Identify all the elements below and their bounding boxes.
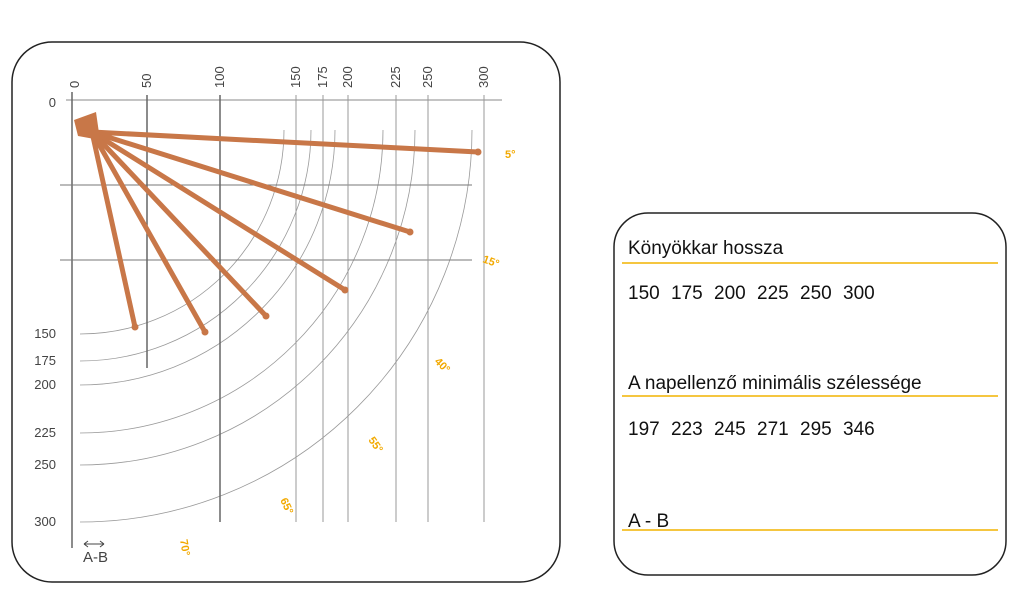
top-label: 50 <box>139 74 154 88</box>
left-label: 300 <box>34 514 56 529</box>
panel-heading: Könyökkar hossza <box>628 238 784 259</box>
left-label: 0 <box>49 95 56 110</box>
panel-value: 295 <box>800 419 832 440</box>
panel-frame <box>613 212 1007 576</box>
left-label: 200 <box>34 377 56 392</box>
panel-value: 223 <box>671 419 703 440</box>
panel-value: 300 <box>843 283 875 304</box>
panel-value: 197 <box>628 419 660 440</box>
top-label: 0 <box>67 81 82 88</box>
pivot <box>74 112 100 140</box>
arm <box>89 129 269 319</box>
angle-label: 70° <box>177 538 192 556</box>
panel-value: 225 <box>757 283 789 304</box>
arm-end <box>201 328 209 336</box>
ab-label: A-B <box>83 549 108 566</box>
panel-values: 150 175 200 225 250 300 197 223 245 271 295 346 <box>628 283 875 440</box>
panel-value: 200 <box>714 283 746 304</box>
arm-end <box>474 148 482 156</box>
top-label: 300 <box>476 66 491 88</box>
left-label: 175 <box>34 353 56 368</box>
arm <box>89 129 413 235</box>
arm <box>89 129 138 330</box>
arm-end <box>341 286 349 294</box>
top-label: 175 <box>315 66 330 88</box>
arc <box>79 129 384 434</box>
panel-value: 346 <box>843 419 875 440</box>
arm-end <box>406 228 414 236</box>
angle-label: 15° <box>481 254 501 271</box>
left-label: 250 <box>34 457 56 472</box>
arm-end <box>131 323 139 331</box>
top-label: 225 <box>388 66 403 88</box>
arc <box>79 129 473 523</box>
top-label: 200 <box>340 66 355 88</box>
arm <box>89 129 481 155</box>
top-label: 100 <box>212 66 227 88</box>
arm <box>89 129 348 293</box>
top-label: 250 <box>420 66 435 88</box>
panel-value: 271 <box>757 419 789 440</box>
panel-value: 250 <box>800 283 832 304</box>
arm-end <box>262 312 270 320</box>
top-label: 150 <box>288 66 303 88</box>
panel-heading: A napellenző minimális szélessége <box>628 373 922 394</box>
ab-arrow <box>83 540 105 548</box>
panel-value: 150 <box>628 283 660 304</box>
angle-label: 5° <box>505 149 516 161</box>
left-label: 150 <box>34 326 56 341</box>
panel-value: 245 <box>714 419 746 440</box>
arc <box>79 129 416 466</box>
left-label: 225 <box>34 425 56 440</box>
panel-heading: A - B <box>628 511 669 532</box>
arm <box>89 129 208 335</box>
panel-value: 175 <box>671 283 703 304</box>
diagram: 0 150 175 200 225 250 300 0 50 100 150 175 200 225 250… <box>34 66 515 557</box>
diagram-frame <box>11 41 561 583</box>
